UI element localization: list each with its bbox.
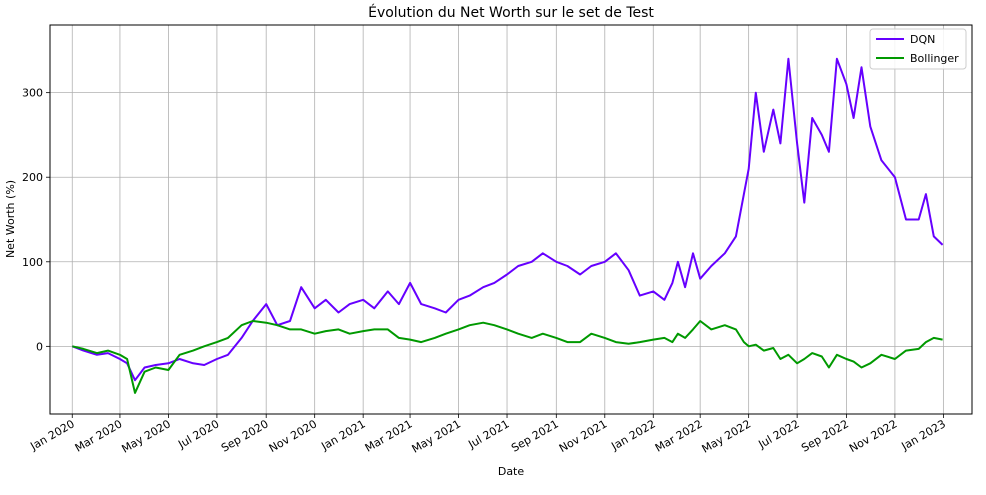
legend-label-bollinger: Bollinger bbox=[910, 52, 959, 65]
x-tick-label: Mar 2021 bbox=[363, 417, 415, 454]
x-tick-label: Mar 2022 bbox=[653, 417, 705, 454]
y-axis-label: Net Worth (%) bbox=[4, 180, 17, 258]
x-tick-label: May 2020 bbox=[119, 417, 172, 455]
x-tick-label: Mar 2020 bbox=[73, 417, 125, 454]
x-tick-label: Jul 2020 bbox=[175, 417, 221, 451]
x-tick-label: Nov 2022 bbox=[847, 417, 899, 455]
x-tick-label: Jan 2020 bbox=[27, 417, 76, 453]
series-line-bollinger bbox=[72, 320, 943, 394]
series-line-dqn bbox=[71, 57, 944, 382]
x-tick-label: Sep 2021 bbox=[509, 417, 561, 454]
legend-label-dqn: DQN bbox=[910, 33, 935, 46]
x-tick-label: Jan 2021 bbox=[318, 417, 367, 453]
y-tick-label: 100 bbox=[22, 256, 43, 269]
series-lines bbox=[71, 57, 944, 394]
plot-frame bbox=[49, 24, 973, 415]
y-axis-ticks: 0 100 200 300 bbox=[22, 87, 50, 353]
y-tick-label: 0 bbox=[36, 340, 43, 353]
legend: DQN Bollinger bbox=[869, 28, 967, 70]
y-tick-label: 300 bbox=[22, 87, 43, 100]
x-tick-label: Sep 2020 bbox=[219, 417, 271, 454]
x-tick-label: Jul 2021 bbox=[465, 417, 511, 451]
x-tick-label: Jul 2022 bbox=[756, 417, 802, 451]
x-tick-label: Sep 2022 bbox=[799, 417, 851, 454]
y-tick-label: 200 bbox=[22, 171, 43, 184]
x-tick-label: May 2022 bbox=[700, 417, 753, 455]
chart-title: Évolution du Net Worth sur le set de Tes… bbox=[368, 4, 654, 21]
x-axis-label: Date bbox=[498, 465, 525, 478]
x-tick-label: Nov 2021 bbox=[557, 417, 609, 455]
grid bbox=[50, 25, 972, 414]
x-tick-label: May 2021 bbox=[410, 417, 463, 455]
x-tick-label: Jan 2023 bbox=[899, 417, 948, 453]
x-tick-label: Nov 2020 bbox=[267, 417, 319, 455]
x-tick-label: Jan 2022 bbox=[608, 417, 657, 453]
